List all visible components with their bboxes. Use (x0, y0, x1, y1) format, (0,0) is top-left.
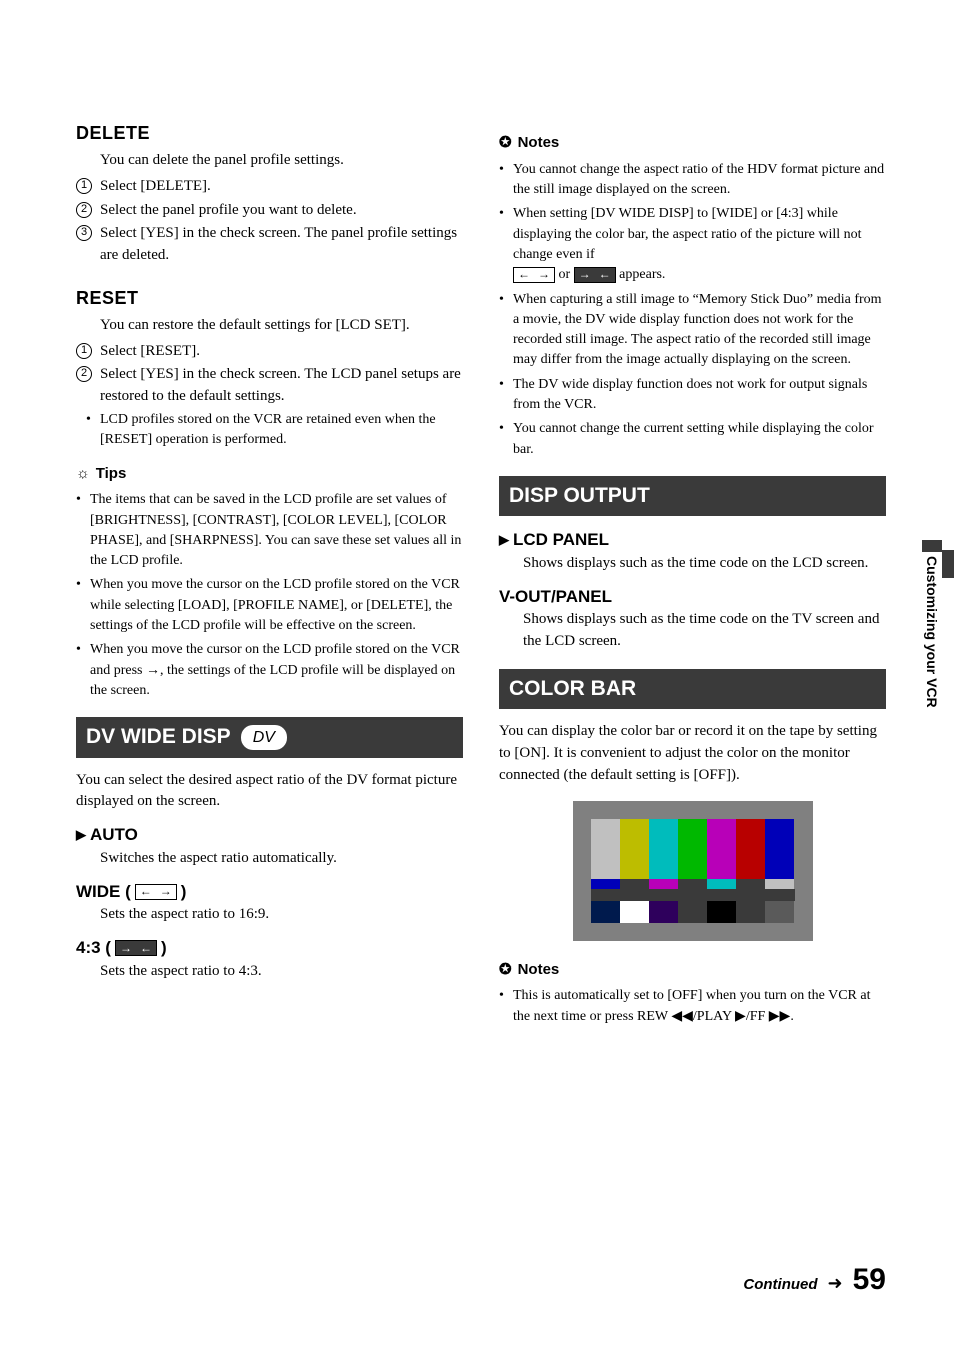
reset-note: LCD profiles stored on the VCR are retai… (86, 410, 463, 451)
triangle-icon: ▶ (499, 531, 509, 550)
vout-panel-desc: Shows displays such as the time code on … (499, 609, 886, 653)
step-text: Select [YES] in the check screen. The LC… (100, 366, 461, 404)
page-number: 59 (853, 1258, 886, 1302)
option-text: 4:3 ( (76, 936, 111, 961)
appears-text: appears. (619, 267, 665, 282)
fourthree-option: 4:3 ( →← ) (76, 936, 463, 961)
section-title: COLOR BAR (509, 674, 636, 704)
delete-step: 1 Select [DELETE]. (76, 176, 463, 198)
wide-arrows-icon: ←→ (135, 884, 177, 900)
option-close: ) (181, 880, 187, 905)
step-number-icon: 2 (76, 366, 92, 382)
notes-icon: ✪ (499, 959, 512, 981)
tips-label: Tips (96, 463, 127, 485)
note-item: You cannot change the current setting wh… (499, 419, 886, 460)
step-text: Select [RESET]. (100, 343, 200, 359)
auto-option: ▶AUTO (76, 823, 463, 848)
lcd-panel-desc: Shows displays such as the time code on … (499, 553, 886, 575)
dv-wide-disp-bar: DV WIDE DISP DV (76, 717, 463, 757)
delete-intro: You can delete the panel profile setting… (76, 150, 463, 172)
tip-item: The items that can be saved in the LCD p… (76, 490, 463, 571)
colorbar-image (573, 801, 813, 941)
continued-arrow-icon: ➜ (828, 1270, 843, 1296)
color-bar-bar: COLOR BAR (499, 669, 886, 709)
fourthree-arrows-icon: →← (115, 940, 157, 956)
notes-icon: ✪ (499, 132, 512, 154)
or-text: or (559, 267, 574, 282)
step-number-icon: 1 (76, 178, 92, 194)
side-tab-label: Customizing your VCR (922, 540, 942, 708)
auto-desc: Switches the aspect ratio automatically. (76, 848, 463, 870)
step-number-icon: 3 (76, 225, 92, 241)
section-title: DV WIDE DISP (86, 722, 231, 752)
page-footer: Continued ➜ 59 (743, 1258, 886, 1302)
fourthree-desc: Sets the aspect ratio to 4:3. (76, 961, 463, 983)
note-item: When capturing a still image to “Memory … (499, 290, 886, 371)
notes-header: ✪ Notes (499, 959, 886, 981)
triangle-icon: ▶ (76, 826, 86, 845)
tip-item: When you move the cursor on the LCD prof… (76, 575, 463, 636)
step-text: Select [YES] in the check screen. The pa… (100, 225, 457, 263)
option-text: V-OUT/PANEL (499, 585, 612, 610)
notes-label: Notes (518, 132, 560, 154)
notes-label: Notes (518, 959, 560, 981)
step-number-icon: 1 (76, 343, 92, 359)
step-text: Select the panel profile you want to del… (100, 202, 357, 218)
delete-step: 3 Select [YES] in the check screen. The p… (76, 223, 463, 267)
note-text: When setting [DV WIDE DISP] to [WIDE] or… (513, 206, 862, 262)
dv-badge: DV (241, 725, 287, 750)
delete-step: 2 Select the panel profile you want to de… (76, 200, 463, 222)
disp-output-bar: DISP OUTPUT (499, 476, 886, 516)
lcd-panel-option: ▶LCD PANEL (499, 528, 886, 553)
vout-panel-option: V-OUT/PANEL (499, 585, 886, 610)
delete-heading: DELETE (76, 120, 463, 146)
option-close: ) (161, 936, 167, 961)
colorbar-intro: You can display the color bar or record … (499, 721, 886, 786)
tips-header: ☼ Tips (76, 463, 463, 485)
note-item: The DV wide display function does not wo… (499, 375, 886, 416)
reset-step: 2 Select [YES] in the check screen. The L… (76, 364, 463, 408)
step-text: Select [DELETE]. (100, 178, 211, 194)
narrow-arrows-icon: →← (574, 267, 616, 283)
option-text: WIDE ( (76, 880, 131, 905)
side-marker (942, 550, 954, 578)
note-item: This is automatically set to [OFF] when … (499, 986, 886, 1027)
wide-arrows-icon: ←→ (513, 267, 555, 283)
step-number-icon: 2 (76, 202, 92, 218)
note-item: When setting [DV WIDE DISP] to [WIDE] or… (499, 204, 886, 285)
option-text: AUTO (90, 823, 138, 848)
notes-header: ✪ Notes (499, 132, 886, 154)
reset-heading: RESET (76, 285, 463, 311)
tips-icon: ☼ (76, 463, 90, 485)
option-text: LCD PANEL (513, 528, 609, 553)
section-title: DISP OUTPUT (509, 481, 650, 511)
note-item: You cannot change the aspect ratio of th… (499, 160, 886, 201)
dvwide-intro: You can select the desired aspect ratio … (76, 770, 463, 814)
tip-item: When you move the cursor on the LCD prof… (76, 640, 463, 701)
reset-intro: You can restore the default settings for… (76, 315, 463, 337)
wide-desc: Sets the aspect ratio to 16:9. (76, 904, 463, 926)
wide-option: WIDE ( ←→ ) (76, 880, 463, 905)
reset-step: 1 Select [RESET]. (76, 341, 463, 363)
continued-label: Continued (743, 1274, 817, 1296)
